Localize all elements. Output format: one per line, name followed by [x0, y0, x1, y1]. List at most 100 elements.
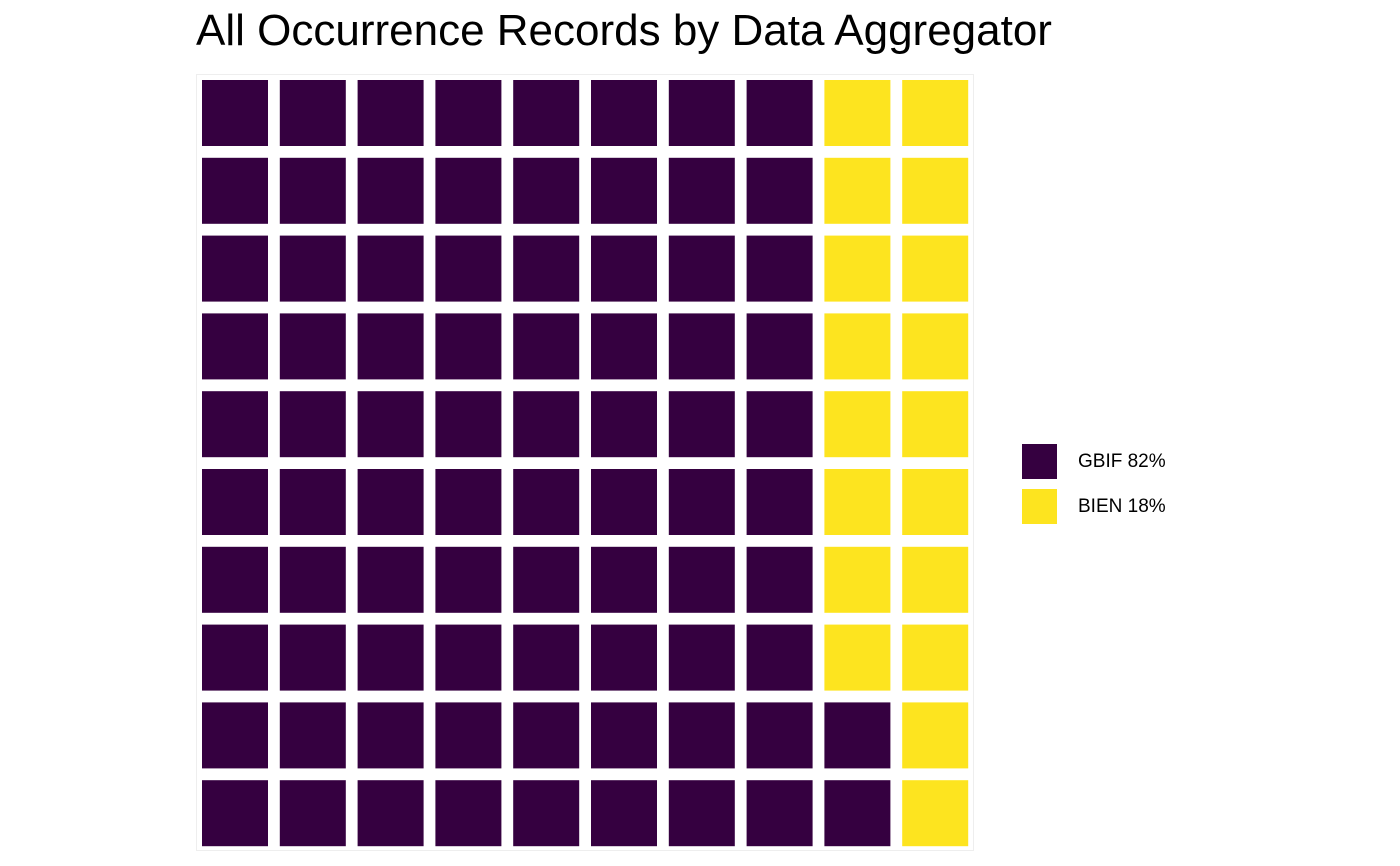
- waffle-cell-gbif: [513, 157, 580, 224]
- waffle-cell-gbif: [513, 313, 580, 380]
- waffle-cell-bien: [902, 157, 969, 224]
- waffle-cell-gbif: [202, 157, 268, 224]
- waffle-cell-gbif: [357, 157, 424, 224]
- waffle-cell-gbif: [668, 235, 735, 302]
- waffle-cell-gbif: [591, 546, 657, 613]
- waffle-cell-gbif: [202, 702, 268, 769]
- legend-swatch: [1022, 444, 1057, 479]
- waffle-cell-gbif: [746, 546, 813, 613]
- waffle-cell-gbif: [513, 702, 580, 769]
- waffle-cell-gbif: [668, 702, 735, 769]
- legend: GBIF 82% BIEN 18%: [1022, 444, 1166, 534]
- waffle-cell-gbif: [202, 235, 268, 302]
- waffle-cell-gbif: [746, 391, 813, 458]
- waffle-cell-gbif: [513, 80, 580, 146]
- waffle-cell-bien: [824, 624, 891, 691]
- waffle-cell-bien: [902, 80, 969, 146]
- waffle-cell-gbif: [668, 469, 735, 535]
- waffle-cell-gbif: [435, 702, 502, 769]
- waffle-cell-gbif: [279, 702, 346, 769]
- waffle-cell-gbif: [824, 702, 891, 769]
- panel-border: [196, 74, 974, 851]
- waffle-cell-gbif: [279, 469, 346, 535]
- waffle-cell-gbif: [435, 469, 502, 535]
- waffle-cell-gbif: [357, 469, 424, 535]
- waffle-cell-gbif: [357, 80, 424, 146]
- waffle-cell-gbif: [591, 624, 657, 691]
- waffle-cell-gbif: [591, 80, 657, 146]
- waffle-cell-gbif: [746, 702, 813, 769]
- waffle-cell-gbif: [668, 546, 735, 613]
- waffle-cell-bien: [824, 391, 891, 458]
- waffle-cell-gbif: [746, 313, 813, 380]
- waffle-cell-gbif: [279, 157, 346, 224]
- waffle-cell-bien: [902, 624, 969, 691]
- waffle-cell-gbif: [435, 391, 502, 458]
- legend-item-bien: BIEN 18%: [1022, 489, 1166, 524]
- waffle-cell-bien: [824, 469, 891, 535]
- waffle-cell-gbif: [591, 313, 657, 380]
- waffle-cell-gbif: [279, 624, 346, 691]
- waffle-cell-gbif: [202, 624, 268, 691]
- waffle-cell-gbif: [513, 391, 580, 458]
- waffle-cell-bien: [902, 313, 969, 380]
- legend-label: BIEN 18%: [1078, 495, 1166, 517]
- waffle-cell-gbif: [202, 391, 268, 458]
- waffle-cell-bien: [902, 780, 969, 847]
- waffle-cell-gbif: [746, 780, 813, 847]
- waffle-cell-gbif: [202, 546, 268, 613]
- waffle-cell-gbif: [435, 80, 502, 146]
- waffle-cell-gbif: [435, 157, 502, 224]
- waffle-cell-gbif: [591, 780, 657, 847]
- waffle-cell-gbif: [591, 157, 657, 224]
- waffle-cell-gbif: [202, 313, 268, 380]
- waffle-cell-gbif: [746, 624, 813, 691]
- waffle-cell-gbif: [357, 624, 424, 691]
- waffle-cell-gbif: [746, 469, 813, 535]
- waffle-cell-bien: [902, 469, 969, 535]
- waffle-cell-gbif: [668, 391, 735, 458]
- waffle-cell-gbif: [202, 80, 268, 146]
- waffle-cell-gbif: [513, 469, 580, 535]
- waffle-cell-gbif: [591, 702, 657, 769]
- waffle-cell-bien: [902, 702, 969, 769]
- waffle-cell-gbif: [746, 80, 813, 146]
- waffle-cells: [202, 80, 969, 847]
- waffle-cell-gbif: [279, 546, 346, 613]
- waffle-cell-bien: [824, 313, 891, 380]
- chart-title: All Occurrence Records by Data Aggregato…: [196, 6, 1052, 55]
- waffle-cell-bien: [902, 546, 969, 613]
- legend-swatch: [1022, 489, 1057, 524]
- waffle-cell-gbif: [357, 702, 424, 769]
- waffle-cell-gbif: [357, 546, 424, 613]
- legend-item-gbif: GBIF 82%: [1022, 444, 1166, 479]
- waffle-cell-gbif: [668, 780, 735, 847]
- waffle-cell-bien: [902, 235, 969, 302]
- waffle-cell-gbif: [513, 546, 580, 613]
- waffle-cell-gbif: [357, 235, 424, 302]
- waffle-cell-gbif: [279, 313, 346, 380]
- waffle-cell-bien: [824, 80, 891, 146]
- waffle-cell-gbif: [591, 469, 657, 535]
- waffle-cell-gbif: [746, 157, 813, 224]
- waffle-cell-gbif: [668, 80, 735, 146]
- waffle-cell-gbif: [591, 235, 657, 302]
- waffle-cell-gbif: [435, 235, 502, 302]
- waffle-cell-gbif: [279, 80, 346, 146]
- waffle-cell-bien: [824, 235, 891, 302]
- waffle-cell-gbif: [357, 391, 424, 458]
- waffle-cell-gbif: [435, 624, 502, 691]
- waffle-cell-gbif: [513, 780, 580, 847]
- waffle-cell-gbif: [513, 624, 580, 691]
- waffle-cell-gbif: [824, 780, 891, 847]
- waffle-cell-gbif: [668, 624, 735, 691]
- waffle-cell-gbif: [202, 780, 268, 847]
- waffle-cell-gbif: [279, 235, 346, 302]
- waffle-cell-gbif: [279, 391, 346, 458]
- waffle-cell-bien: [902, 391, 969, 458]
- waffle-cell-gbif: [513, 235, 580, 302]
- waffle-cell-gbif: [357, 313, 424, 380]
- waffle-cell-gbif: [668, 313, 735, 380]
- waffle-cell-bien: [824, 546, 891, 613]
